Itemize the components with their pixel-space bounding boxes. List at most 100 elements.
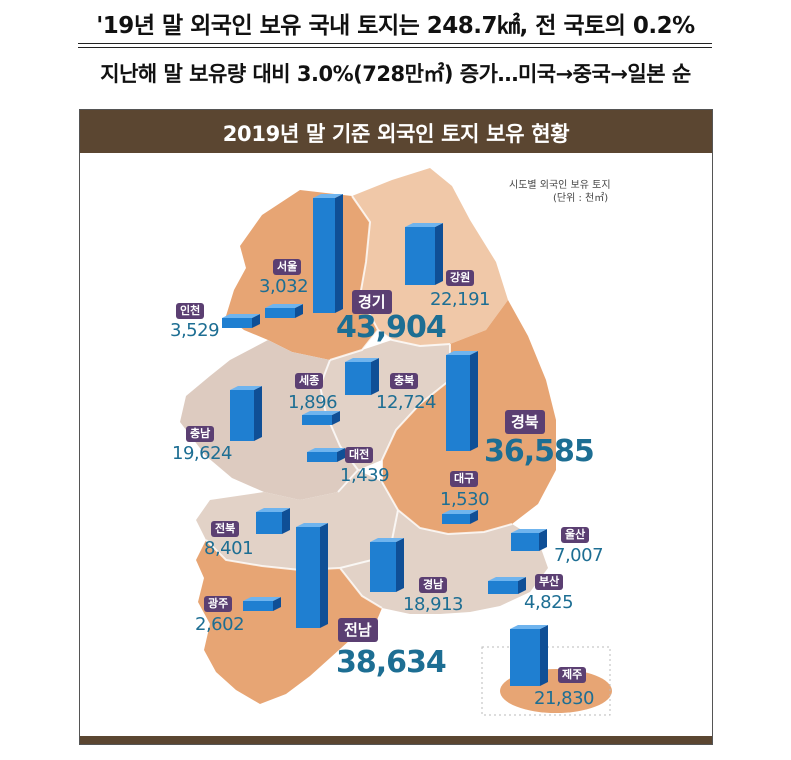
bar-top xyxy=(488,577,526,581)
bar-side xyxy=(518,577,526,594)
region-label: 대전 xyxy=(345,447,374,463)
region-label: 충북 xyxy=(390,373,419,389)
bar-top xyxy=(230,386,262,390)
bar-side xyxy=(273,597,281,611)
bar-top xyxy=(265,304,303,308)
headline-divider xyxy=(78,43,712,44)
bar-11 xyxy=(256,508,290,534)
bar-9 xyxy=(446,351,478,451)
bar-5 xyxy=(302,411,340,425)
bar-14 xyxy=(488,577,526,594)
bar-top xyxy=(370,538,404,542)
bar-front xyxy=(265,308,295,318)
bar-front xyxy=(243,601,273,611)
bar-front xyxy=(307,452,337,462)
bar-17 xyxy=(510,625,548,686)
region-value: 22,191 xyxy=(430,289,490,310)
region-value: 18,913 xyxy=(403,594,463,615)
region-label: 충남 xyxy=(186,426,215,442)
bar-front xyxy=(446,355,470,451)
bar-front xyxy=(511,533,539,551)
region-label: 광주 xyxy=(204,596,233,612)
legend-title: 시도별 외국인 보유 토지 xyxy=(509,180,611,191)
region-label: 부산 xyxy=(535,574,564,590)
bar-top xyxy=(446,351,478,355)
headline-title: '19년 말 외국인 보유 국내 토지는 248.7㎢, 전 국토의 0.2% xyxy=(96,13,695,39)
bar-3 xyxy=(313,194,343,313)
region-label: 울산 xyxy=(561,527,590,543)
bar-top xyxy=(302,411,340,415)
bar-top xyxy=(405,223,443,227)
region-value: 38,634 xyxy=(336,645,447,680)
region-value: 1,896 xyxy=(288,392,338,413)
headline-divider-secondary xyxy=(78,47,712,48)
bar-top xyxy=(442,510,478,514)
bar-front xyxy=(442,514,470,524)
bar-front xyxy=(405,227,435,285)
region-label: 전북 xyxy=(211,521,240,537)
region-value: 1,530 xyxy=(440,489,490,510)
bar-side xyxy=(282,508,290,534)
bar-front xyxy=(488,581,518,594)
region-label: 전남 xyxy=(338,618,378,642)
bar-top xyxy=(510,625,548,629)
region-label: 대구 xyxy=(450,471,479,487)
bar-top xyxy=(345,358,379,362)
bar-layer xyxy=(222,194,548,686)
bar-16 xyxy=(296,523,328,628)
bar-6 xyxy=(345,358,379,395)
bar-top xyxy=(307,448,345,452)
province-jeonbuk-shape xyxy=(196,470,398,570)
region-value: 21,830 xyxy=(534,688,594,709)
bar-front xyxy=(222,318,252,328)
bar-side xyxy=(337,448,345,462)
panel-header: 2019년 말 기준 외국인 토지 보유 현황 xyxy=(80,110,712,153)
region-value: 1,439 xyxy=(340,465,390,486)
bar-front xyxy=(370,542,396,592)
bar-side xyxy=(335,194,343,313)
bar-13 xyxy=(370,538,404,592)
bar-top xyxy=(222,314,260,318)
bar-top xyxy=(511,529,547,533)
region-label: 경남 xyxy=(419,577,448,593)
headline-subtitle: 지난해 말 보유량 대비 3.0%(728만㎡) 증가…미국→중국→일본 순 xyxy=(100,62,691,86)
bar-2 xyxy=(222,314,260,328)
bar-front xyxy=(296,527,320,628)
bar-side xyxy=(396,538,404,592)
bar-front xyxy=(302,415,332,425)
region-label: 제주 xyxy=(558,667,587,683)
bar-15 xyxy=(243,597,281,611)
region-label: 인천 xyxy=(176,303,205,319)
region-value: 19,624 xyxy=(172,443,232,464)
bar-top xyxy=(296,523,328,527)
bar-8 xyxy=(307,448,345,462)
bar-1 xyxy=(265,304,303,318)
bar-front xyxy=(510,629,540,686)
bar-front xyxy=(313,198,335,313)
bar-10 xyxy=(442,510,478,524)
region-label: 강원 xyxy=(446,270,475,286)
region-value: 8,401 xyxy=(204,538,254,559)
bar-front xyxy=(256,512,282,534)
region-label: 경기 xyxy=(352,290,392,314)
bar-top xyxy=(243,597,281,601)
bar-side xyxy=(254,386,262,441)
bar-side xyxy=(320,523,328,628)
bar-side xyxy=(539,529,547,551)
bar-front xyxy=(345,362,371,395)
bar-side xyxy=(295,304,303,318)
bar-side xyxy=(470,351,478,451)
region-label: 세종 xyxy=(295,373,324,389)
panel-footer-bar xyxy=(80,736,712,744)
region-value: 3,032 xyxy=(259,276,309,297)
bar-side xyxy=(332,411,340,425)
bar-12 xyxy=(511,529,547,551)
bar-side xyxy=(435,223,443,285)
bar-side xyxy=(540,625,548,686)
region-value: 3,529 xyxy=(170,320,220,341)
bar-front xyxy=(230,390,254,441)
region-value: 2,602 xyxy=(195,614,245,635)
region-label: 서울 xyxy=(273,259,302,275)
panel-title: 2019년 말 기준 외국인 토지 보유 현황 xyxy=(222,122,570,146)
